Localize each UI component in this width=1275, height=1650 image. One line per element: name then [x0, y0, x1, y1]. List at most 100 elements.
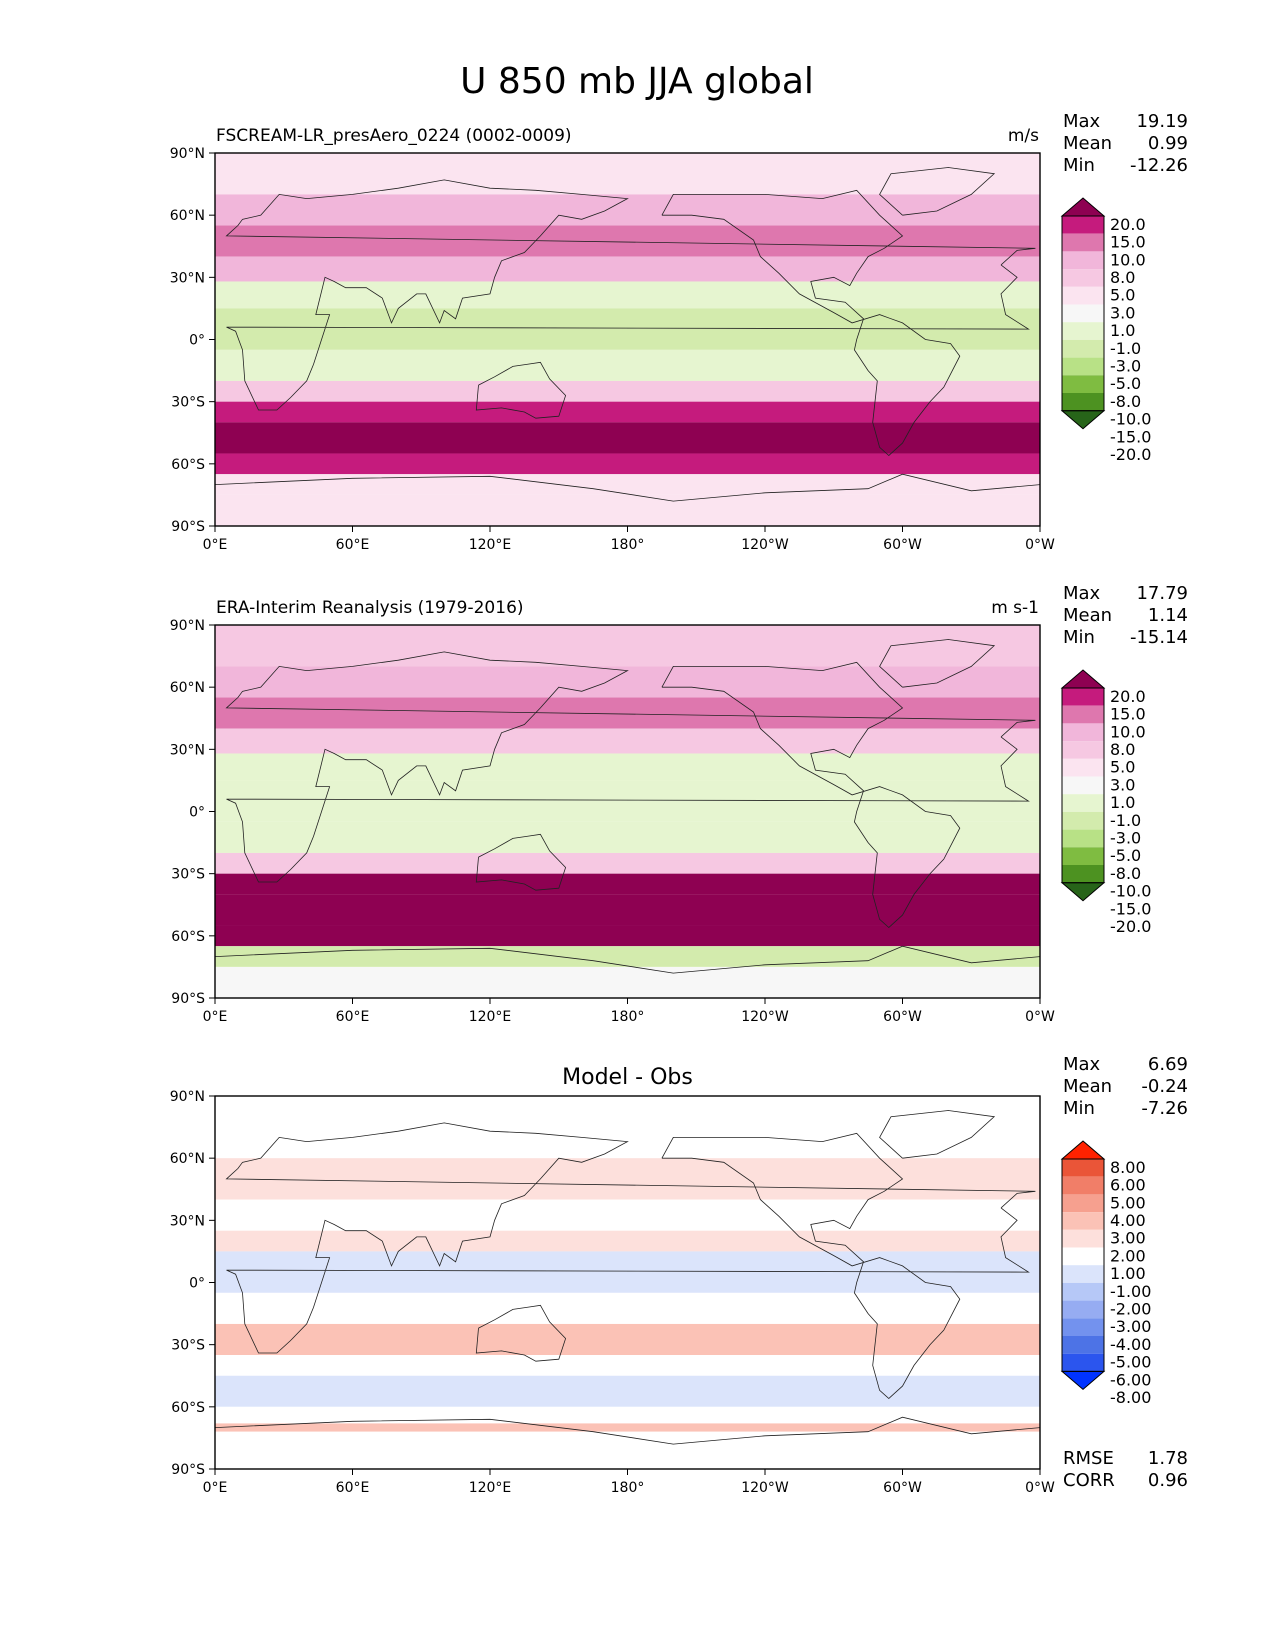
lat-tick-label: 30°S	[171, 1338, 205, 1354]
stat-value: -0.24	[1141, 1076, 1188, 1097]
contour-band	[215, 873, 1040, 895]
colorbar-segment	[1062, 375, 1104, 393]
contour-band	[215, 1127, 1040, 1159]
lon-tick-label: 180°	[611, 537, 645, 553]
colorbar-label: -20.0	[1110, 445, 1151, 464]
colorbar-label: 8.00	[1110, 1158, 1146, 1177]
contour-band	[215, 453, 1040, 475]
colorbar-label: 3.0	[1110, 775, 1135, 794]
colorbar-segment	[1062, 216, 1104, 234]
lat-tick-label: 90°S	[171, 991, 205, 1007]
colorbar-segment	[1062, 339, 1104, 358]
coastline	[225, 1122, 1036, 1354]
lon-tick-label: 0°W	[1025, 537, 1055, 553]
map-field	[215, 1096, 1040, 1469]
stat-label: Max	[1063, 583, 1101, 604]
coastline	[879, 167, 996, 216]
coastline	[879, 639, 996, 688]
coastline	[475, 1304, 567, 1362]
colorbar-segment	[1062, 811, 1104, 830]
contour-band	[215, 852, 1040, 874]
colorbar-label: -15.0	[1110, 427, 1151, 446]
lon-tick-label: 60°W	[883, 537, 922, 553]
colorbar-segment	[1062, 865, 1104, 883]
colorbar-segment	[1062, 1318, 1104, 1336]
contour-band	[215, 1158, 1040, 1200]
colorbar-segment	[1062, 357, 1104, 376]
colorbar-label: 20.0	[1110, 215, 1146, 234]
lat-tick-label: 60°S	[171, 1400, 205, 1416]
contour-band	[215, 225, 1040, 257]
lat-tick-label: 0°	[189, 333, 205, 349]
colorbar-label: 10.0	[1110, 722, 1146, 741]
lon-tick-label: 60°E	[336, 1009, 370, 1025]
lon-tick-label: 120°E	[469, 1480, 512, 1496]
lon-tick-label: 0°E	[203, 537, 228, 553]
colorbar-segment	[1062, 304, 1104, 323]
colorbar-extend-max	[1060, 669, 1106, 689]
colorbar-label: 8.0	[1110, 268, 1135, 287]
colorbar-label: -8.00	[1110, 1388, 1151, 1407]
stat-value: -15.14	[1130, 627, 1188, 648]
colorbar-label: 15.0	[1110, 233, 1146, 252]
colorbar-segment	[1062, 829, 1104, 848]
colorbar-segment	[1062, 1282, 1104, 1301]
stat-value: -7.26	[1141, 1098, 1188, 1119]
corr-label: CORR	[1063, 1470, 1115, 1491]
map-field	[215, 153, 1040, 526]
coastline	[475, 833, 567, 891]
lat-tick-label: 60°N	[170, 1151, 205, 1167]
colorbar-segment	[1062, 776, 1104, 795]
lat-tick-label: 0°	[189, 805, 205, 821]
colorbar-label: -5.0	[1110, 374, 1141, 393]
contour-band	[215, 1406, 1040, 1424]
colorbar-label: -1.0	[1110, 339, 1141, 358]
lat-tick-label: 90°S	[171, 1462, 205, 1478]
contour-band	[215, 1199, 1040, 1231]
colorbar-label: -5.00	[1110, 1353, 1151, 1372]
colorbar-label: 6.00	[1110, 1176, 1146, 1195]
colorbar-frame	[1061, 687, 1105, 884]
colorbar-extend-max	[1060, 197, 1106, 217]
panel-units: m s-1	[991, 598, 1039, 618]
lon-tick-label: 180°	[611, 1009, 645, 1025]
colorbar-label: 5.0	[1110, 758, 1135, 777]
contour-band	[215, 966, 1040, 998]
stat-label: Max	[1063, 1054, 1101, 1075]
stat-value: -12.26	[1130, 155, 1188, 176]
lon-tick-label: 60°E	[336, 537, 370, 553]
coastline	[879, 1110, 996, 1159]
lat-tick-label: 60°N	[170, 680, 205, 696]
lat-tick-label: 60°S	[171, 457, 205, 473]
colorbar-label: -6.00	[1110, 1370, 1151, 1389]
colorbar-segment	[1062, 269, 1104, 287]
colorbar-extend-min	[1060, 1370, 1106, 1391]
lon-tick-label: 60°W	[883, 1009, 922, 1025]
colorbar-label: -1.0	[1110, 811, 1141, 830]
lat-tick-label: 90°S	[171, 519, 205, 535]
colorbar-label: -10.0	[1110, 410, 1151, 429]
lat-tick-label: 60°N	[170, 208, 205, 224]
stat-label: Mean	[1063, 133, 1112, 154]
coastline	[215, 473, 1040, 502]
panel-obs: 90°N 60°N 30°N 0° 30°S 60°S 90°S 0°E 60°E 120°E 18…	[170, 583, 1188, 1025]
rmse-label: RMSE	[1063, 1448, 1114, 1469]
rmse-value: 1.78	[1148, 1448, 1188, 1469]
colorbar-label: -2.00	[1110, 1299, 1151, 1318]
lon-tick-label: 120°W	[741, 1009, 789, 1025]
lat-tick-label: 90°N	[170, 618, 205, 634]
colorbar-segment	[1062, 286, 1104, 305]
coastline	[225, 651, 1036, 883]
panel-diff: 90°N 60°N 30°N 0° 30°S 60°S 90°S 0°E 60°E 120°E 18…	[170, 1054, 1188, 1496]
stat-value: 1.14	[1148, 605, 1188, 626]
colorbar-label: 8.0	[1110, 740, 1135, 759]
lat-tick-label: 30°S	[171, 867, 205, 883]
colorbar-segment	[1062, 1247, 1104, 1266]
contour-band	[215, 1355, 1040, 1376]
colorbar-segment	[1062, 393, 1104, 411]
panel-title: ERA-Interim Reanalysis (1979-2016)	[216, 598, 524, 618]
colorbar-label: -3.00	[1110, 1317, 1151, 1336]
contour-band	[215, 1423, 1040, 1432]
colorbar-label: 1.0	[1110, 321, 1135, 340]
